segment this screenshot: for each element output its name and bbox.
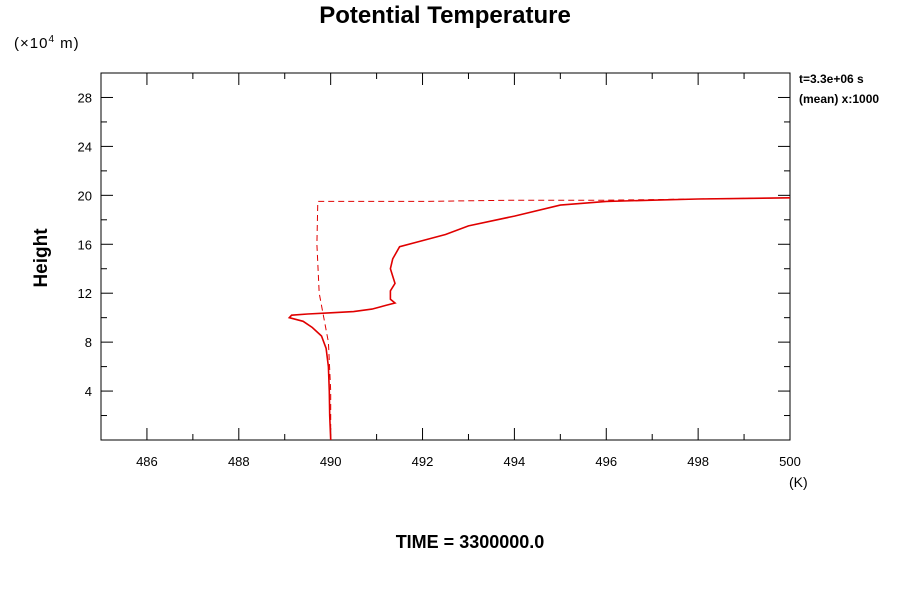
y-tick-label: 20	[78, 188, 92, 203]
info-mean: (mean) x:1000	[799, 92, 880, 106]
y-tick-label: 8	[85, 335, 92, 350]
x-tick-label: 492	[412, 454, 434, 469]
x-tick-label: 496	[595, 454, 617, 469]
x-tick-label: 498	[687, 454, 709, 469]
x-tick-label: 490	[320, 454, 342, 469]
x-tick-label: 486	[136, 454, 158, 469]
x-tick-label: 488	[228, 454, 250, 469]
x-tick-label: 494	[504, 454, 526, 469]
y-unit-exponent: 4	[48, 34, 56, 45]
series-group	[287, 197, 791, 441]
y-axis-unit: (×104 m)	[14, 34, 80, 52]
info-time: t=3.3e+06 s	[799, 72, 864, 86]
y-tick-label: 4	[85, 384, 92, 399]
series-line-dashed	[316, 197, 791, 440]
time-label: TIME = 3300000.0	[395, 532, 545, 552]
x-tick-label: 500	[779, 454, 801, 469]
y-unit-suffix: m)	[55, 35, 80, 52]
axis-ticks: 486 488 490 492 494 496 498 500 4 8 12 16 20 24 28	[78, 73, 801, 469]
y-tick-label: 24	[78, 139, 92, 154]
y-tick-label: 12	[78, 286, 92, 301]
y-tick-label: 28	[78, 90, 92, 105]
x-axis-unit: (K)	[789, 474, 808, 490]
y-unit-prefix: (×10	[14, 35, 49, 52]
chart-title: Potential Temperature	[319, 2, 571, 29]
series-line-solid	[287, 197, 791, 441]
plot-frame	[100, 72, 791, 441]
y-tick-label: 16	[78, 237, 92, 252]
